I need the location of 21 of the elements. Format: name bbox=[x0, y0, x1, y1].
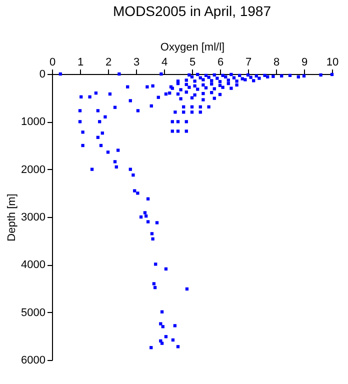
x-tick-label: 10 bbox=[326, 56, 339, 68]
y-tick-label: 5000 bbox=[21, 306, 46, 319]
x-tick-label: 8 bbox=[273, 56, 280, 68]
chart-title: MODS2005 in April, 1987 bbox=[113, 3, 272, 19]
y-axis-title: Depth [m] bbox=[6, 194, 18, 242]
y-tick-label: 0 bbox=[39, 68, 46, 80]
y-tick-label: 2000 bbox=[21, 164, 46, 176]
x-axis-title: Oxygen [ml/l] bbox=[160, 42, 225, 54]
x-tick-label: 9 bbox=[301, 56, 308, 68]
x-tick-label: 1 bbox=[77, 56, 84, 68]
x-tick-label: 2 bbox=[105, 56, 112, 68]
x-tick-label: 3 bbox=[133, 56, 140, 68]
y-tick-label: 6000 bbox=[21, 354, 46, 366]
y-tick-label: 1000 bbox=[21, 116, 46, 128]
x-tick-label: 0 bbox=[49, 56, 56, 68]
x-tick-label: 7 bbox=[245, 56, 252, 68]
x-tick-label: 4 bbox=[161, 56, 168, 68]
x-tick-label: 5 bbox=[189, 56, 196, 68]
y-tick-label: 3000 bbox=[21, 212, 46, 224]
y-tick-label: 4000 bbox=[21, 259, 46, 272]
x-tick-label: 6 bbox=[217, 56, 224, 68]
